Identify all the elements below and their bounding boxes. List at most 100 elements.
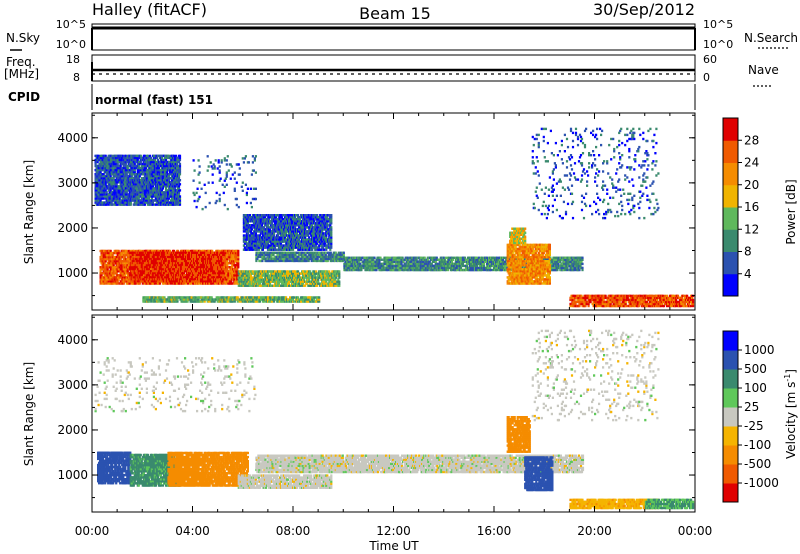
power-cell bbox=[142, 269, 145, 273]
power-cell bbox=[249, 276, 252, 279]
power-cell bbox=[184, 269, 187, 273]
power-cell bbox=[213, 276, 216, 279]
power-cell bbox=[121, 276, 124, 279]
power-cell bbox=[131, 255, 134, 259]
power-cell bbox=[110, 270, 113, 273]
power-cell bbox=[147, 273, 150, 277]
power-cell bbox=[108, 264, 111, 267]
power-data bbox=[94, 127, 695, 308]
power-cell bbox=[164, 276, 168, 279]
power-cell bbox=[237, 262, 240, 265]
power-cell bbox=[177, 255, 181, 259]
power-cell bbox=[309, 270, 312, 273]
power-cell bbox=[158, 261, 161, 265]
power-cell bbox=[222, 271, 225, 275]
power-cell bbox=[123, 274, 126, 277]
power-cell bbox=[232, 249, 235, 253]
power-cell bbox=[219, 282, 222, 285]
power-cell bbox=[117, 249, 120, 253]
power-cell bbox=[141, 267, 144, 271]
freq-tick-low: 8 bbox=[73, 71, 80, 84]
power-cell bbox=[226, 260, 229, 263]
power-cell bbox=[251, 270, 254, 273]
power-cell bbox=[234, 282, 237, 285]
power-cell bbox=[208, 265, 211, 269]
power-cell bbox=[132, 263, 135, 267]
power-cell bbox=[99, 282, 102, 285]
power-cell bbox=[237, 249, 240, 253]
power-cell bbox=[152, 265, 155, 269]
power-cell bbox=[241, 274, 244, 277]
power-cell bbox=[141, 269, 144, 273]
power-cell bbox=[146, 269, 149, 273]
power-cell bbox=[304, 270, 307, 273]
power-cell bbox=[216, 278, 219, 281]
power-cell bbox=[180, 261, 184, 265]
nsearch-label: N.Search bbox=[744, 31, 798, 45]
power-cell bbox=[339, 251, 342, 254]
power-cell bbox=[192, 280, 195, 283]
power-cell bbox=[202, 276, 205, 279]
power-cell bbox=[113, 260, 116, 263]
power-cell bbox=[185, 265, 188, 269]
power-cell bbox=[168, 251, 172, 254]
power-cell bbox=[192, 278, 195, 281]
power-cell bbox=[216, 251, 219, 254]
power-cell bbox=[108, 266, 111, 269]
power-cell bbox=[241, 282, 244, 285]
power-cell bbox=[221, 280, 224, 283]
power-cell bbox=[136, 259, 139, 263]
power-cell bbox=[116, 280, 119, 283]
power-cell bbox=[372, 268, 375, 272]
power-cell bbox=[200, 276, 203, 279]
power-cell bbox=[191, 265, 194, 269]
freq-panel: 18 8 60 0 Freq. [MHz] Nave bbox=[4, 53, 779, 87]
power-cell bbox=[104, 249, 107, 253]
power-cell bbox=[233, 262, 236, 265]
power-cell bbox=[210, 253, 213, 256]
power-cell bbox=[185, 251, 188, 254]
power-cell bbox=[153, 267, 156, 271]
power-cell bbox=[168, 257, 172, 261]
power-cell bbox=[207, 271, 210, 275]
power-cell bbox=[192, 253, 195, 256]
power-cell bbox=[222, 255, 225, 259]
power-cell bbox=[214, 282, 217, 285]
power-cell bbox=[338, 280, 341, 283]
power-cell bbox=[109, 249, 112, 253]
power-cell bbox=[168, 269, 172, 273]
power-cell bbox=[183, 263, 186, 267]
power-cell bbox=[185, 261, 188, 265]
power-cell bbox=[255, 270, 258, 273]
power-cell bbox=[140, 261, 143, 265]
power-cell bbox=[220, 255, 223, 259]
power-cell bbox=[222, 273, 225, 277]
nsearch-tick-high: 10^5 bbox=[703, 18, 733, 31]
power-cell bbox=[482, 268, 486, 272]
power-cell bbox=[184, 273, 187, 277]
power-cell bbox=[237, 260, 240, 263]
power-cell bbox=[242, 280, 245, 283]
power-cell bbox=[403, 268, 406, 272]
power-cell bbox=[232, 253, 235, 257]
power-cell bbox=[127, 249, 130, 253]
power-cell bbox=[184, 257, 187, 261]
power-cell bbox=[496, 268, 499, 272]
power-cell bbox=[166, 276, 170, 279]
power-cell bbox=[105, 276, 108, 279]
power-cell bbox=[188, 249, 191, 253]
power-cell bbox=[169, 282, 173, 285]
power-cell bbox=[188, 255, 191, 259]
power-cell bbox=[138, 282, 141, 285]
power-cell bbox=[120, 253, 123, 257]
power-cell bbox=[201, 257, 204, 261]
power-cell bbox=[116, 282, 119, 285]
power-cell bbox=[236, 272, 239, 275]
power-cell bbox=[231, 255, 234, 259]
power-cell bbox=[103, 266, 106, 269]
power-cell bbox=[188, 259, 191, 263]
power-cell bbox=[439, 268, 442, 272]
power-cell bbox=[284, 270, 287, 273]
power-cell bbox=[328, 270, 331, 273]
station-title: Halley (fitACF) bbox=[92, 0, 207, 19]
